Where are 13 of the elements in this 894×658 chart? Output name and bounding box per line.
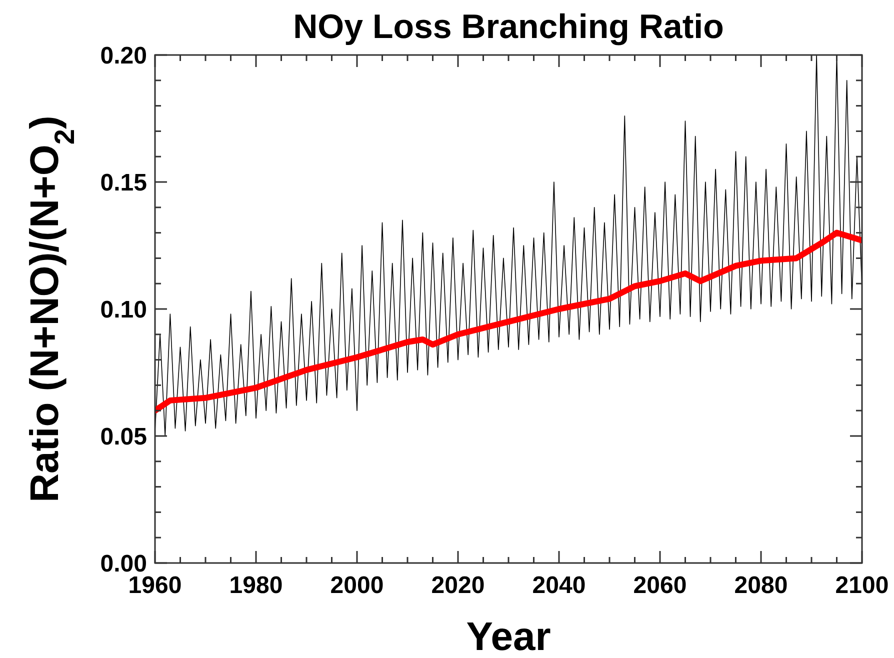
y-tick-label: 0.20: [100, 42, 147, 70]
x-tick-label: 2040: [532, 572, 586, 599]
x-axis-title: Year: [466, 615, 551, 658]
x-tick-label: 2060: [633, 572, 687, 599]
y-tick-label: 0.05: [100, 423, 147, 450]
x-tick-label: 2100: [835, 572, 889, 599]
y-tick-label: 0.10: [100, 296, 147, 324]
x-tick-label: 2080: [734, 572, 788, 599]
x-tick-label: 1980: [229, 572, 283, 599]
x-tick-label: 2000: [330, 572, 384, 599]
y-tick-label: 0.15: [100, 169, 147, 196]
chart-title: NOy Loss Branching Ratio: [293, 8, 724, 46]
x-tick-label: 2020: [431, 572, 485, 599]
